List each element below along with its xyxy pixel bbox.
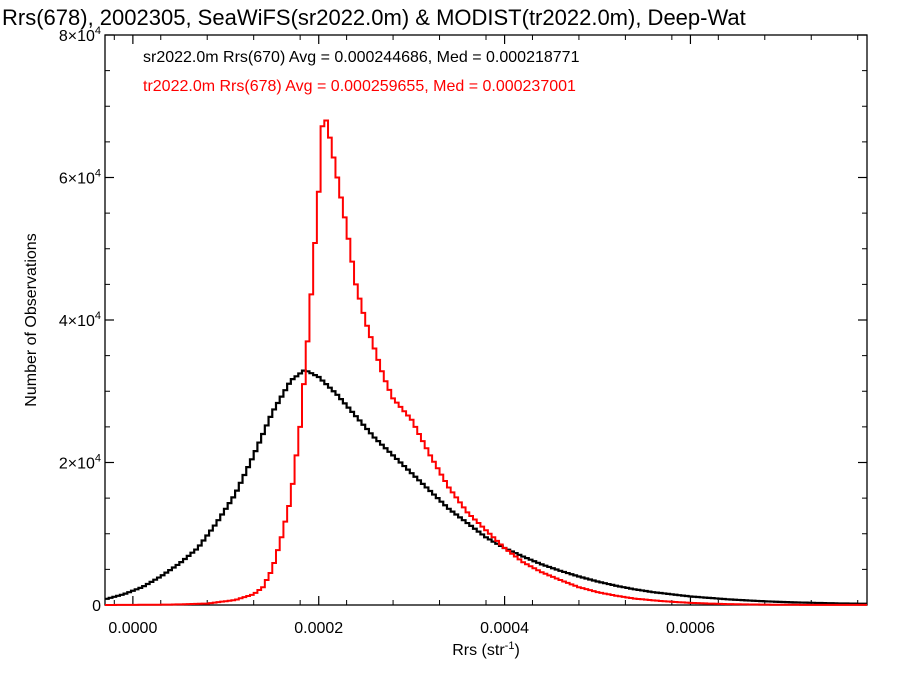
- series-layer: [105, 119, 867, 606]
- histogram-series-0: [105, 369, 867, 605]
- y-tick-label: 2×104: [59, 453, 101, 473]
- histogram-series-1: [105, 119, 867, 606]
- y-tick-label: 4×104: [59, 310, 101, 330]
- x-axis-label: Rrs (str-1): [452, 640, 520, 659]
- x-tick-label: 0.0000: [108, 620, 157, 637]
- y-tick-label: 0: [92, 598, 101, 615]
- x-axis-ticks: 0.0000 0.0002 0.0004 0.0006: [108, 35, 859, 637]
- x-tick-label: 0.0002: [294, 620, 343, 637]
- chart-title: Rrs(678), 2002305, SeaWiFS(sr2022.0m) & …: [2, 5, 746, 30]
- y-axis-label: Number of Observations: [23, 233, 40, 406]
- y-tick-label: 6×104: [59, 168, 101, 188]
- y-axis-ticks: 0 2×104 4×104 6×104 8×104: [59, 25, 867, 615]
- x-tick-label: 0.0006: [666, 620, 715, 637]
- legend-entry-tr2022: tr2022.0m Rrs(678) Avg = 0.000259655, Me…: [143, 78, 576, 95]
- y-tick-label: 8×104: [59, 25, 101, 45]
- legend-entry-sr2022: sr2022.0m Rrs(670) Avg = 0.000244686, Me…: [143, 49, 580, 66]
- x-tick-label: 0.0004: [480, 620, 529, 637]
